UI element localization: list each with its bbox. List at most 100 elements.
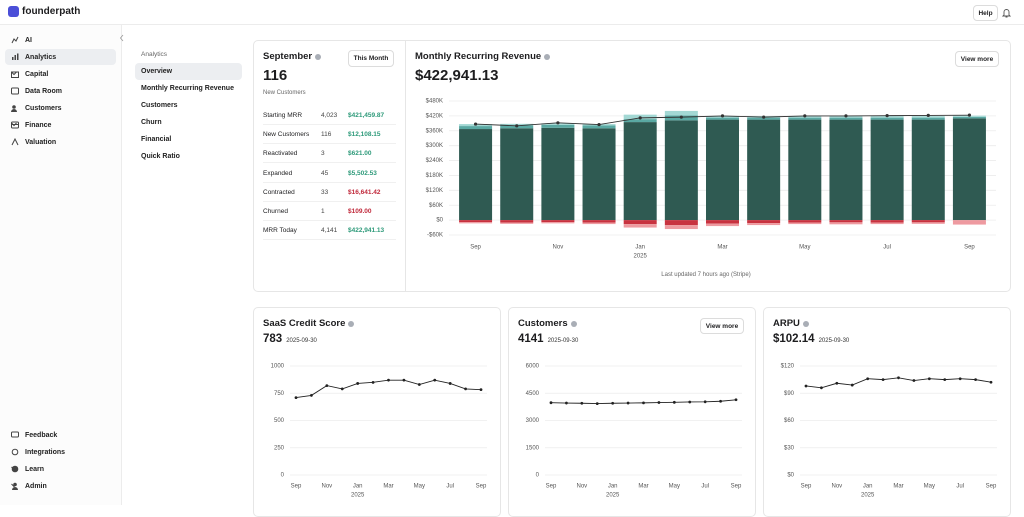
nav-item[interactable]: Feedback [5, 427, 116, 443]
point [371, 380, 375, 384]
nav-item[interactable]: Integrations [5, 444, 116, 460]
y-tick-label: $360K [426, 128, 443, 134]
point [844, 114, 848, 118]
bar-segment [706, 220, 739, 224]
point [926, 113, 930, 117]
nav-item[interactable]: Data Room [5, 83, 116, 99]
mrr-chart: -$60K $0 $60K $120K $180K $240K $300K $360K $420… [426, 99, 996, 260]
y-tick-label: 500 [274, 418, 285, 424]
x-tick-label: Mar [717, 245, 727, 251]
chart-headline: $422,941.13 [415, 67, 499, 84]
bar-segment [459, 220, 493, 223]
bar-segment [664, 120, 698, 221]
subnav-item[interactable]: Customers [141, 102, 178, 109]
nav-label: Admin [25, 482, 47, 490]
bar-segment [911, 117, 945, 120]
bar-segment [664, 110, 698, 116]
view-more-button[interactable]: View more [700, 318, 744, 334]
nav-item[interactable]: Finance [5, 117, 116, 133]
nav-item[interactable]: Customers [5, 100, 116, 116]
row-label: Starting MRR [263, 112, 303, 119]
bar-segment [623, 122, 657, 221]
x-tick-label: Jan [863, 484, 873, 490]
arpu-card [763, 307, 1011, 517]
bar-segment [829, 222, 863, 225]
collapse-toggle[interactable] [119, 34, 125, 42]
point [597, 122, 601, 127]
x-tick-label: Sep [470, 245, 481, 251]
chart-headline: 4141 [518, 333, 544, 345]
x-tick-label: Mar [893, 484, 903, 490]
subnav-item[interactable]: Overview [135, 63, 242, 80]
point [473, 122, 478, 126]
subnav-item[interactable]: Churn [141, 119, 162, 126]
nav-label: Customers [25, 104, 62, 112]
chart-headline: $102.14 [773, 333, 815, 345]
subnav-item[interactable]: Monthly Recurring Revenue [141, 85, 234, 92]
bar-segment [829, 220, 863, 223]
y-tick-label: 250 [274, 445, 285, 451]
point [912, 379, 916, 382]
y-tick-label: $0 [787, 473, 794, 479]
point [340, 387, 344, 391]
point [565, 401, 568, 405]
logo[interactable] [8, 6, 19, 17]
point [402, 378, 406, 382]
x-tick-label: Sep [546, 484, 557, 490]
subnav-item[interactable]: Quick Ratio [141, 153, 180, 160]
nav-item[interactable]: Capital [5, 66, 116, 82]
point [820, 386, 823, 390]
nav-item[interactable]: Valuation [5, 134, 116, 150]
period-button[interactable]: This Month [348, 50, 394, 67]
y-tick-label: 0 [536, 473, 540, 479]
nav-label: Feedback [25, 431, 58, 439]
bar-segment [747, 220, 781, 224]
point [672, 400, 676, 404]
help-button[interactable]: Help [973, 5, 998, 21]
bar-segment [952, 220, 986, 225]
x-tick-label: Sep [964, 245, 975, 251]
y-tick-label: 6000 [526, 364, 540, 370]
x-year-label: 2025 [351, 493, 365, 499]
summary-row: MRR Today 4,141 $422,941.13 [263, 221, 396, 241]
y-tick-label: $0 [436, 218, 443, 224]
credit-chart: 0 250 500 750 1000 Sep Nov Jan Mar May Jul Sep 2025 [271, 364, 487, 499]
x-tick-label: Sep [291, 484, 302, 490]
notifications-bell[interactable] [1002, 8, 1011, 18]
nav-item[interactable]: Analytics [5, 49, 116, 65]
summary-caption: New Customers [263, 90, 306, 96]
row-amount: $12,108.15 [348, 131, 381, 139]
chart-date: 2025-09-30 [547, 338, 579, 344]
brand[interactable]: founderpath [22, 6, 81, 17]
line [805, 377, 992, 389]
point [549, 401, 553, 405]
row-count: 4,141 [321, 227, 338, 235]
bar-segment [870, 220, 904, 223]
y-tick-label: 4500 [526, 391, 540, 397]
point [897, 376, 900, 380]
y-tick-label: $120 [781, 364, 795, 370]
row-count: 4,023 [321, 112, 338, 119]
y-tick-label: $60 [784, 418, 795, 424]
point [325, 384, 329, 388]
nav-item[interactable]: Admin [5, 478, 116, 494]
subnav-item[interactable]: Financial [141, 136, 172, 143]
bar-segment [541, 127, 575, 221]
point [433, 378, 437, 382]
x-tick-label: Jul [956, 484, 964, 490]
nav-item[interactable]: AI [5, 32, 116, 48]
y-tick-label: -$60K [427, 233, 443, 239]
nav-label: Integrations [25, 448, 66, 456]
view-more-button[interactable]: View more [955, 51, 999, 67]
point [927, 377, 931, 381]
x-tick-label: May [414, 484, 425, 490]
x-tick-label: Nov [553, 245, 564, 251]
row-amount: $621.00 [348, 150, 372, 158]
nav-item[interactable]: Learn [5, 461, 116, 477]
chart-title: Customers [518, 318, 577, 329]
chart-title-text: SaaS Credit Score [263, 318, 346, 329]
point [835, 381, 839, 385]
x-tick-label: Mar [383, 484, 393, 490]
customers-card [508, 307, 756, 517]
point [595, 402, 599, 406]
